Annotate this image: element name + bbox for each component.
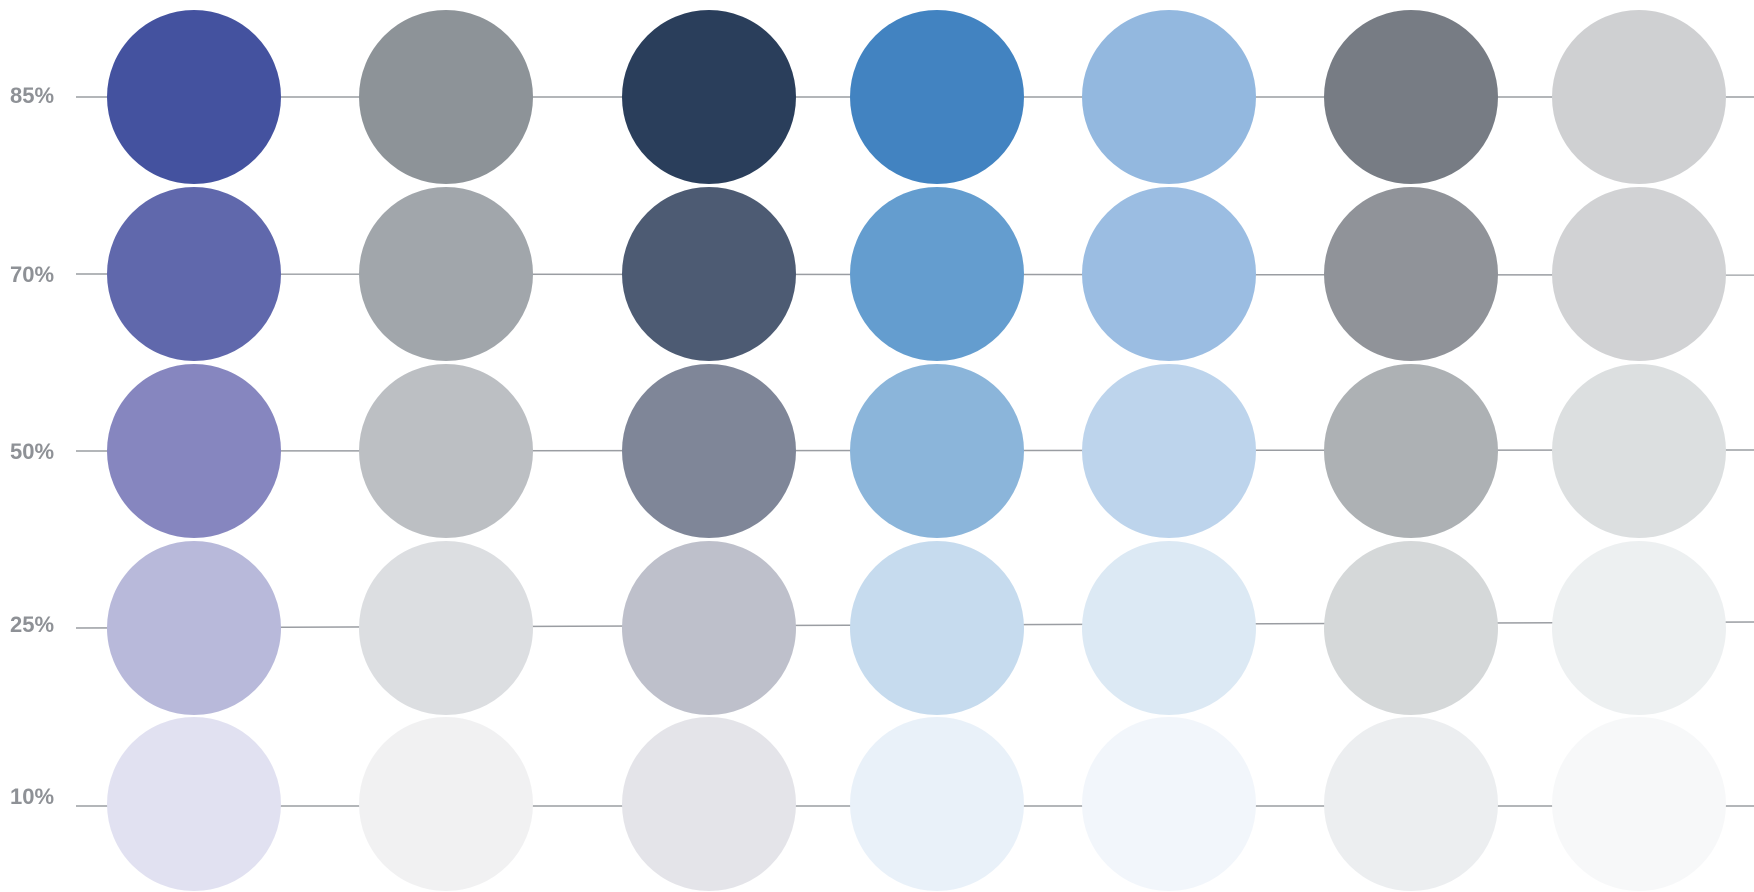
- row-label-10: 10%: [10, 784, 54, 809]
- row-label-70: 70%: [10, 262, 54, 287]
- swatch-light-blue-25: [1082, 541, 1256, 715]
- swatch-slate-25: [1324, 541, 1498, 715]
- swatch-blue-50: [850, 364, 1024, 538]
- swatch-silver-10: [1552, 717, 1726, 891]
- swatch-blue-25: [850, 541, 1024, 715]
- swatch-light-blue-10: [1082, 717, 1256, 891]
- swatch-navy-10: [622, 717, 796, 891]
- swatch-silver-70: [1552, 187, 1726, 361]
- swatch-gray-85: [359, 10, 533, 184]
- swatch-indigo-50: [107, 364, 281, 538]
- row-label-85: 85%: [10, 83, 54, 108]
- swatch-circles: [107, 10, 1726, 891]
- swatch-slate-10: [1324, 717, 1498, 891]
- row-labels: 85% 70% 50% 25% 10%: [10, 83, 54, 809]
- swatch-slate-70: [1324, 187, 1498, 361]
- swatch-indigo-70: [107, 187, 281, 361]
- swatch-indigo-25: [107, 541, 281, 715]
- swatch-blue-85: [850, 10, 1024, 184]
- swatch-navy-70: [622, 187, 796, 361]
- swatch-navy-50: [622, 364, 796, 538]
- swatch-silver-85: [1552, 10, 1726, 184]
- swatch-silver-50: [1552, 364, 1726, 538]
- swatch-blue-70: [850, 187, 1024, 361]
- row-label-25: 25%: [10, 612, 54, 637]
- swatch-silver-25: [1552, 541, 1726, 715]
- swatch-blue-10: [850, 717, 1024, 891]
- swatch-gray-50: [359, 364, 533, 538]
- swatch-light-blue-85: [1082, 10, 1256, 184]
- swatch-light-blue-50: [1082, 364, 1256, 538]
- swatch-navy-85: [622, 10, 796, 184]
- swatch-slate-50: [1324, 364, 1498, 538]
- swatch-gray-70: [359, 187, 533, 361]
- row-label-50: 50%: [10, 439, 54, 464]
- swatch-indigo-10: [107, 717, 281, 891]
- swatch-navy-25: [622, 541, 796, 715]
- swatch-indigo-85: [107, 10, 281, 184]
- swatch-light-blue-70: [1082, 187, 1256, 361]
- swatch-slate-85: [1324, 10, 1498, 184]
- swatch-gray-10: [359, 717, 533, 891]
- swatch-gray-25: [359, 541, 533, 715]
